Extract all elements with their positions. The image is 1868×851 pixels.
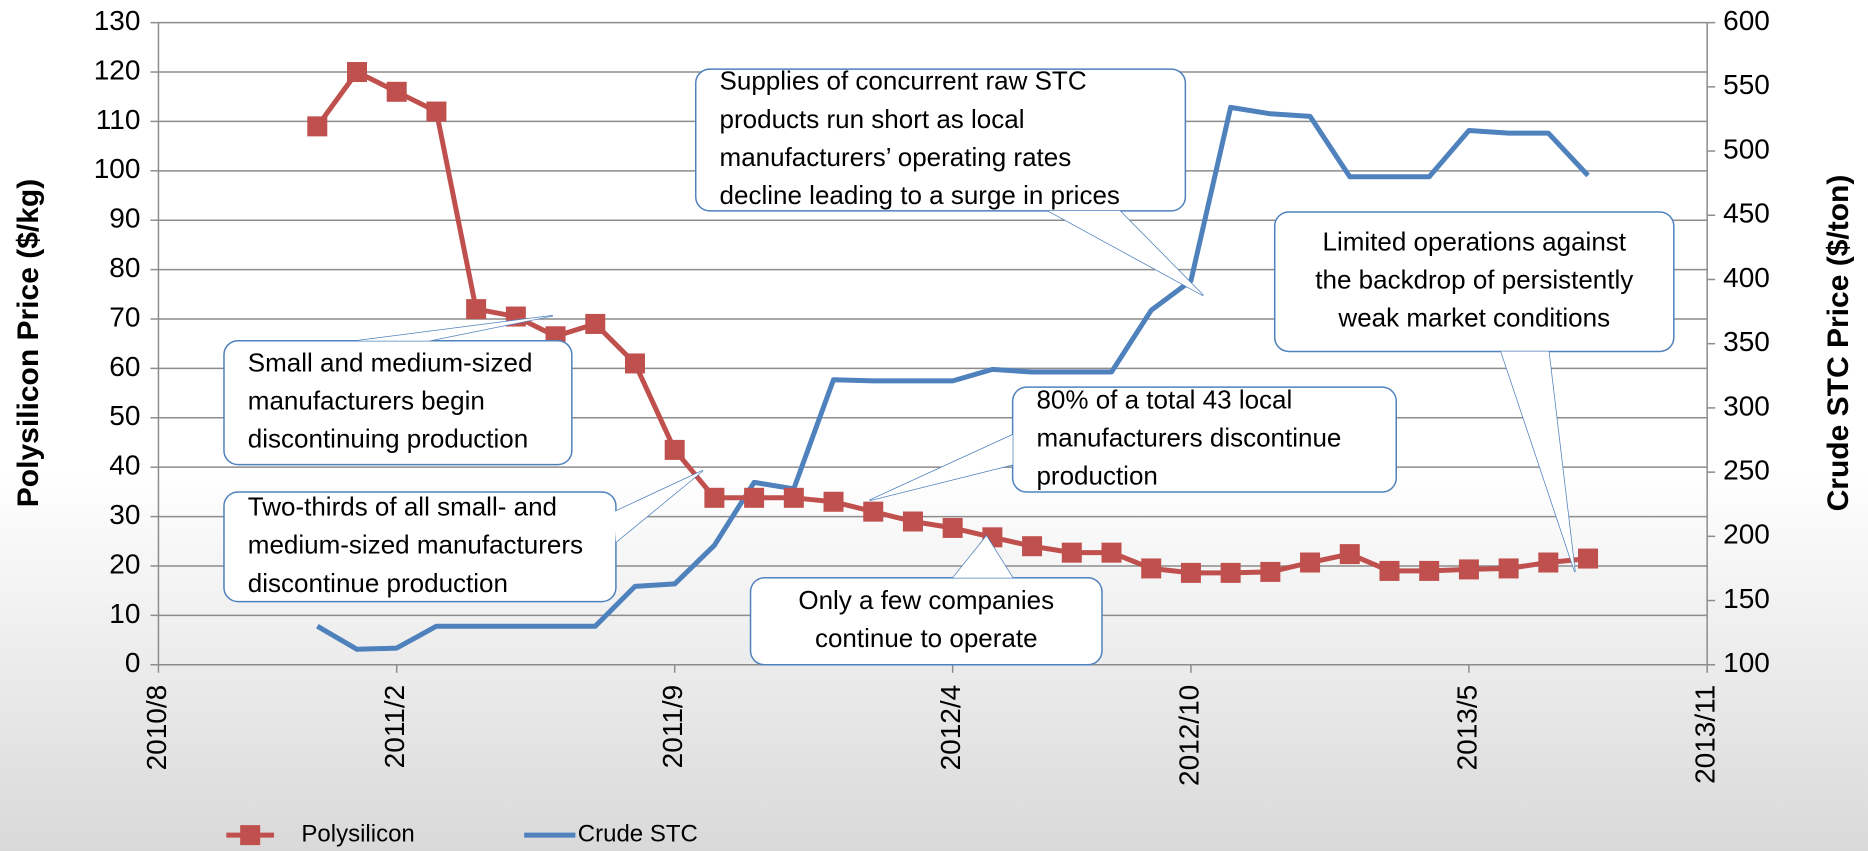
y2-tick-label: 600 [1723,5,1770,36]
callout-text: discontinuing production [248,424,528,454]
y-axis-title: Polysilicon Price ($/kg) [12,179,45,507]
y-tick-label: 40 [109,450,140,481]
x-tick-label: 2012/4 [935,685,966,771]
data-point [1458,559,1479,580]
callout-text: the backdrop of persistently [1315,265,1633,295]
y2-tick-label: 350 [1723,326,1770,357]
callout-box [749,577,1103,666]
x-tick-label: 2011/9 [657,685,688,769]
y2-tick-label: 450 [1723,198,1770,229]
y2-tick-label: 200 [1723,519,1770,550]
callout-text: production [1036,461,1157,491]
callout-text: discontinue production [248,568,508,598]
x-tick-label: 2010/8 [141,685,172,771]
callout-text: manufacturers begin [248,386,485,416]
y2-tick-label: 300 [1723,390,1770,421]
data-point [466,299,487,320]
y-tick-label: 0 [125,647,141,678]
y-tick-label: 20 [109,548,140,579]
y-tick-label: 30 [109,499,140,530]
callout-join [613,470,703,543]
data-point [1180,562,1201,583]
data-point [1260,561,1281,582]
callout-text: Only a few companies [798,585,1054,615]
y-tick-label: 70 [109,301,140,332]
callout-text: manufacturers’ operating rates [720,142,1072,172]
y2-tick-label: 500 [1723,133,1770,164]
data-point [426,101,447,122]
callout-text: weak market conditions [1337,303,1610,333]
data-point [1300,552,1321,573]
x-tick-label: 2011/2 [379,685,410,769]
legend-marker [240,825,261,846]
data-point [307,116,328,137]
data-point [386,81,407,102]
y2-axis-title: Crude STC Price ($/ton) [1822,175,1855,512]
legend-label: Polysilicon [301,820,414,847]
data-point [1538,552,1559,573]
y-tick-label: 100 [94,153,141,184]
data-point [1061,542,1082,563]
data-point [1339,544,1360,565]
callout-text: products run short as local [720,104,1025,134]
callout-text: Two-thirds of all small- and [248,492,557,522]
y-tick-label: 50 [109,400,140,431]
callout-box [694,68,1187,212]
data-point [744,487,765,508]
y-tick-label: 60 [109,351,140,382]
data-point [1379,560,1400,581]
data-point [783,487,804,508]
callout-text: Small and medium-sized [248,347,533,377]
data-point [664,439,685,460]
callout-join [1501,351,1575,572]
data-point [1498,558,1519,579]
data-point [1578,548,1599,569]
callout-join [1048,210,1204,296]
callout-text: 80% of a total 43 local [1036,384,1292,414]
data-point [1101,542,1122,563]
callout-text: continue to operate [815,623,1038,653]
data-point [624,353,645,374]
callout-text: medium-sized manufacturers [248,530,583,560]
y-tick-label: 110 [96,104,141,135]
x-tick-label: 2013/11 [1690,685,1721,784]
y2-tick-label: 100 [1723,647,1770,678]
y-tick-label: 80 [109,252,140,283]
callout-text: Limited operations against [1323,227,1627,257]
data-point [863,501,884,522]
data-point [1022,536,1043,557]
callout-box [1273,211,1675,353]
y2-tick-label: 550 [1723,69,1770,100]
data-point [823,491,844,512]
callout-join [869,434,1013,501]
data-point [585,313,606,334]
data-point [1419,560,1440,581]
callout-text: Supplies of concurrent raw STC [720,66,1087,96]
callout-join [357,315,553,341]
y2-tick-label: 400 [1723,262,1770,293]
y2-tick-label: 150 [1723,583,1770,614]
data-point [1141,558,1162,579]
data-point [942,517,963,538]
legend-label: Crude STC [578,820,698,847]
data-point [704,487,725,508]
series-line [316,104,1590,652]
y-tick-label: 90 [109,203,140,234]
data-point [902,511,923,532]
data-point [1220,562,1241,583]
callout-box [223,491,617,603]
y-tick-label: 130 [94,5,141,36]
callout-text: decline leading to a surge in prices [720,180,1120,210]
y2-tick-label: 250 [1723,455,1770,486]
data-point [347,62,368,83]
x-tick-label: 2012/10 [1173,685,1204,786]
callout-text: manufacturers discontinue [1036,422,1341,452]
x-tick-label: 2013/5 [1451,685,1482,771]
y-tick-label: 10 [109,598,140,629]
y-tick-label: 120 [94,54,141,85]
callout-join [953,536,1013,578]
